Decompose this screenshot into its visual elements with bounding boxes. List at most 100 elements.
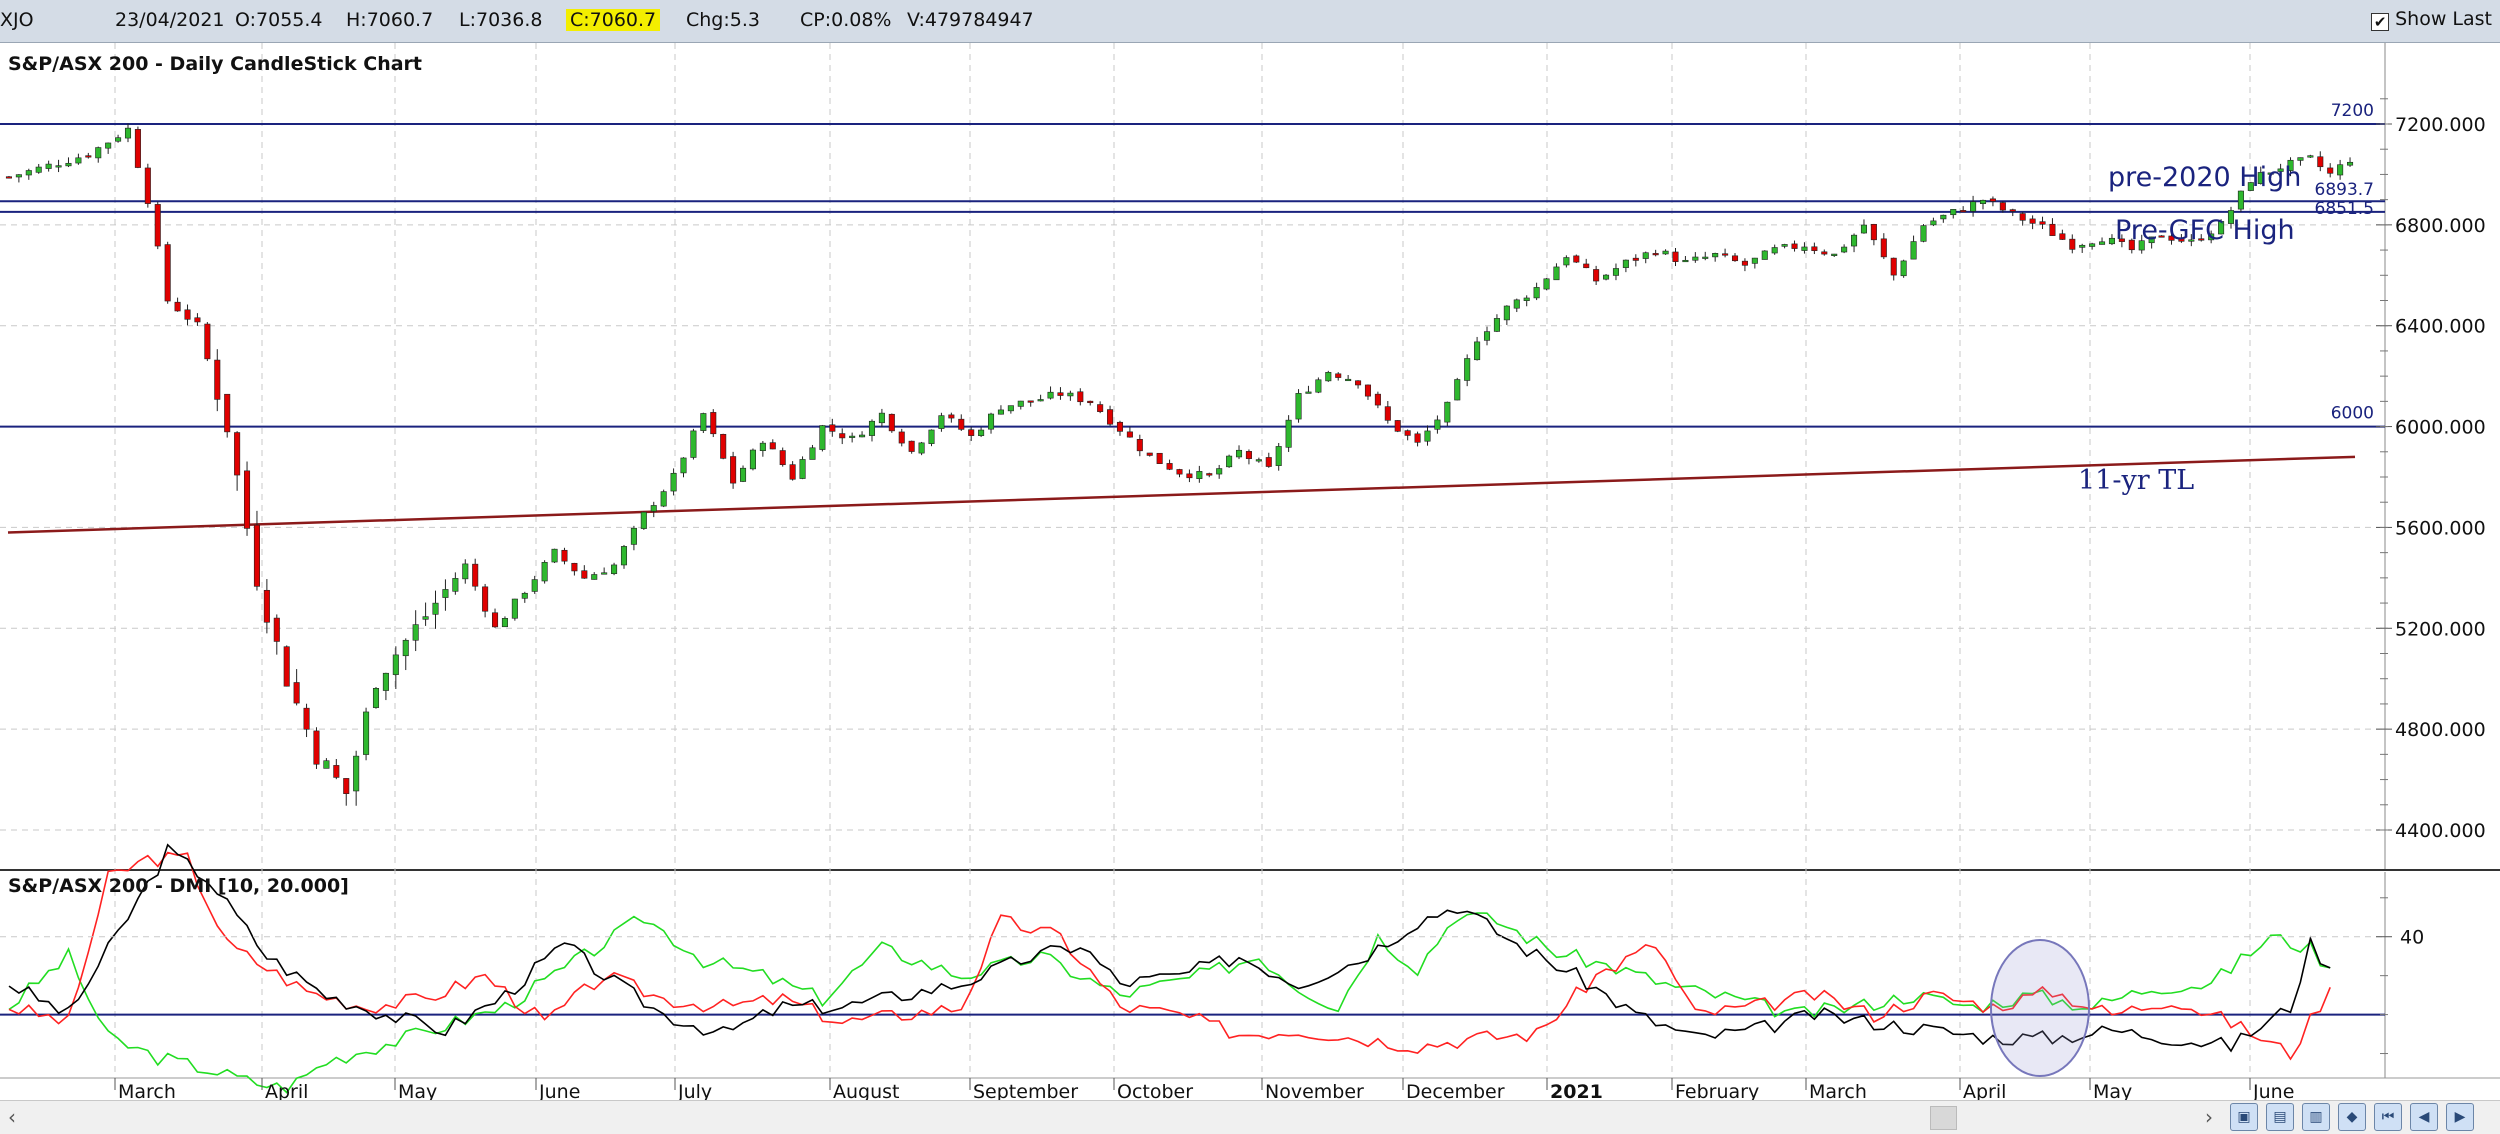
candle-body bbox=[353, 755, 360, 792]
candle-body bbox=[2267, 172, 2274, 175]
candle-body bbox=[293, 682, 300, 704]
candle-body bbox=[1999, 202, 2006, 211]
main-y-axis-ticks: 7200.000 6800.000 6400.000 6000.000 5600.000… bbox=[2376, 98, 2486, 842]
candle-body bbox=[95, 147, 102, 159]
candle-body bbox=[1107, 409, 1114, 425]
candle-body bbox=[1424, 430, 1431, 442]
candle-body bbox=[2337, 164, 2344, 176]
candle-body bbox=[769, 442, 776, 450]
dmi-series-line bbox=[8, 843, 2331, 1053]
candle-body bbox=[1603, 274, 1610, 280]
candle-body bbox=[1037, 399, 1044, 402]
candle-body bbox=[412, 624, 419, 641]
candle-body bbox=[1196, 471, 1203, 479]
candle-body bbox=[134, 129, 141, 168]
candle-body bbox=[1384, 406, 1391, 421]
volume-label: V:479784947 bbox=[907, 9, 1034, 31]
candle-body bbox=[1622, 259, 1629, 268]
candle-body bbox=[779, 450, 786, 466]
candle-body bbox=[839, 433, 846, 439]
level-label: 6851.5 bbox=[2315, 199, 2374, 219]
candle-body bbox=[492, 612, 499, 628]
candle-body bbox=[1166, 463, 1173, 470]
candle-body bbox=[859, 434, 866, 438]
candle-body bbox=[174, 301, 181, 312]
candle-body bbox=[868, 420, 876, 436]
candle-body bbox=[333, 765, 340, 778]
change-pct-label: CP:0.08% bbox=[800, 9, 892, 31]
open-label: O:7055.4 bbox=[235, 9, 323, 31]
candle-body bbox=[1960, 210, 1967, 213]
eleven-year-trendline[interactable] bbox=[7, 455, 2356, 534]
level-label: 6893.7 bbox=[2315, 180, 2374, 200]
candle-body bbox=[928, 429, 935, 444]
candle-body bbox=[1057, 392, 1064, 396]
show-last-toggle[interactable]: ✔ Show Last bbox=[2371, 8, 2492, 31]
candle-body bbox=[2009, 209, 2016, 212]
candle-body bbox=[1722, 253, 1729, 256]
candle-body bbox=[1235, 449, 1243, 458]
candle-body bbox=[402, 639, 409, 657]
zoom-out-icon[interactable]: ▤ bbox=[2266, 1103, 2294, 1131]
zoom-in-icon[interactable]: ▣ bbox=[2230, 1103, 2258, 1131]
scroll-left-icon[interactable]: ‹ bbox=[8, 1105, 16, 1129]
scroll-right-icon[interactable]: › bbox=[2205, 1105, 2213, 1129]
x-axis-label: May bbox=[2093, 1081, 2132, 1100]
candle-body bbox=[1345, 378, 1352, 382]
candle-body bbox=[1444, 401, 1451, 423]
candle-body bbox=[65, 162, 72, 167]
candle-body bbox=[2019, 213, 2026, 221]
candle-body bbox=[551, 548, 558, 563]
first-page-icon[interactable]: ⏮ bbox=[2374, 1103, 2402, 1131]
candle-body bbox=[1781, 244, 1788, 247]
candle-body bbox=[987, 413, 995, 430]
candle-body bbox=[303, 707, 310, 730]
candle-body bbox=[690, 430, 697, 458]
candle-body bbox=[1216, 468, 1223, 475]
candle-body bbox=[1930, 220, 1937, 226]
candle-body bbox=[1245, 451, 1252, 459]
split-icon[interactable]: ◆ bbox=[2338, 1103, 2366, 1131]
candle-body bbox=[2039, 221, 2046, 225]
candle-body bbox=[1136, 439, 1143, 452]
candle-body bbox=[1454, 379, 1461, 401]
candle-body bbox=[739, 467, 747, 482]
candle-body bbox=[452, 578, 459, 592]
candle-body bbox=[2198, 238, 2205, 241]
candle-body bbox=[283, 646, 290, 687]
show-last-checkbox[interactable]: ✔ bbox=[2371, 13, 2390, 31]
candle-body bbox=[720, 433, 727, 459]
candle-body bbox=[591, 574, 598, 580]
candle-body bbox=[1017, 400, 1024, 407]
candle-body bbox=[948, 414, 955, 419]
candle-body bbox=[918, 442, 925, 454]
x-axis-label: February bbox=[1675, 1081, 1759, 1100]
candle-body bbox=[1305, 391, 1312, 394]
x-axis-label: May bbox=[398, 1081, 437, 1100]
vertical-gridlines bbox=[114, 43, 2251, 1078]
candle-body bbox=[372, 688, 380, 708]
candle-body bbox=[2118, 238, 2125, 242]
y-axis-label: 6000.000 bbox=[2395, 417, 2486, 439]
candle-body bbox=[1493, 318, 1500, 332]
candle-body bbox=[1206, 473, 1213, 476]
pre-2020-high-annotation: pre-2020 High bbox=[2108, 162, 2301, 193]
candle-body bbox=[2218, 221, 2225, 235]
prev-page-icon[interactable]: ◀ bbox=[2410, 1103, 2438, 1131]
y-axis-label: 7200.000 bbox=[2395, 114, 2486, 136]
candle-body bbox=[1880, 238, 1887, 258]
candle-body bbox=[531, 579, 538, 592]
scrollbar-thumb[interactable] bbox=[1930, 1106, 1957, 1130]
fit-icon[interactable]: ▥ bbox=[2302, 1103, 2330, 1131]
candle-body bbox=[1940, 214, 1947, 220]
horizontal-scrollbar[interactable]: ‹ › ▣ ▤ ▥ ◆ ⏮ ◀ ▶ bbox=[0, 1100, 2500, 1134]
candle-body bbox=[878, 412, 885, 424]
candle-body bbox=[789, 464, 796, 480]
x-axis-label: December bbox=[1406, 1081, 1505, 1100]
main-chart-title: S&P/ASX 200 - Daily CandleStick Chart bbox=[8, 53, 422, 75]
x-axis-label: March bbox=[118, 1081, 176, 1100]
candle-body bbox=[1483, 331, 1491, 341]
next-page-icon[interactable]: ▶ bbox=[2446, 1103, 2474, 1131]
